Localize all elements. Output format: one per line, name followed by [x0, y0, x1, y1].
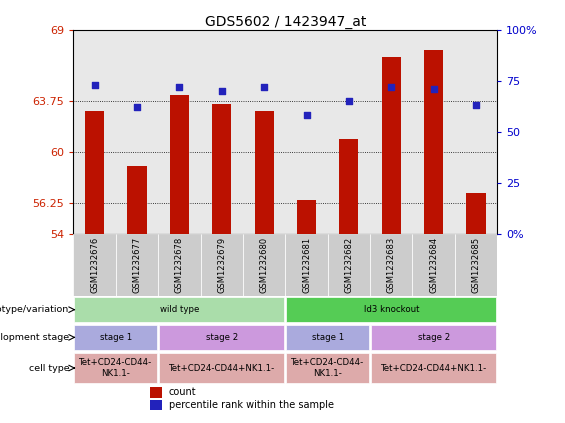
Text: genotype/variation: genotype/variation: [0, 305, 69, 314]
Bar: [212, 104, 231, 234]
Text: wild type: wild type: [160, 305, 199, 314]
Text: GSM1232676: GSM1232676: [90, 237, 99, 293]
Bar: [150, 400, 163, 410]
Bar: [159, 353, 285, 383]
Text: stage 1: stage 1: [311, 333, 344, 342]
Text: Tet+CD24-CD44+NK1.1-: Tet+CD24-CD44+NK1.1-: [380, 363, 487, 373]
Bar: [255, 111, 273, 234]
Text: development stage: development stage: [0, 333, 69, 342]
Bar: [370, 234, 412, 296]
Title: GDS5602 / 1423947_at: GDS5602 / 1423947_at: [205, 14, 366, 29]
Point: [471, 102, 480, 109]
Bar: [201, 234, 243, 296]
Bar: [85, 111, 104, 234]
Text: stage 2: stage 2: [418, 333, 450, 342]
Point: [90, 81, 99, 88]
Bar: [328, 234, 370, 296]
Point: [386, 83, 396, 90]
Bar: [150, 387, 163, 398]
Text: GSM1232682: GSM1232682: [345, 237, 353, 293]
Bar: [455, 234, 497, 296]
Bar: [116, 234, 158, 296]
Bar: [158, 234, 201, 296]
Point: [132, 104, 141, 110]
Bar: [467, 193, 485, 234]
Point: [344, 98, 354, 104]
Bar: [285, 234, 328, 296]
Bar: [382, 57, 401, 234]
Bar: [159, 324, 285, 350]
Bar: [170, 95, 189, 234]
Text: Tet+CD24-CD44-
NK1.1-: Tet+CD24-CD44- NK1.1-: [79, 358, 153, 378]
Text: GSM1232685: GSM1232685: [472, 237, 480, 293]
Text: GSM1232677: GSM1232677: [133, 237, 141, 293]
Bar: [371, 324, 496, 350]
Point: [302, 112, 311, 119]
Text: stage 1: stage 1: [99, 333, 132, 342]
Bar: [297, 200, 316, 234]
Bar: [286, 353, 370, 383]
Text: cell type: cell type: [29, 363, 69, 373]
Bar: [412, 234, 455, 296]
Bar: [128, 166, 146, 234]
Bar: [75, 324, 157, 350]
Text: percentile rank within the sample: percentile rank within the sample: [169, 400, 334, 410]
Text: GSM1232678: GSM1232678: [175, 237, 184, 293]
Bar: [340, 138, 358, 234]
Bar: [73, 234, 116, 296]
Bar: [243, 234, 285, 296]
Bar: [75, 297, 285, 322]
Point: [175, 83, 184, 90]
Text: Tet+CD24-CD44+NK1.1-: Tet+CD24-CD44+NK1.1-: [168, 363, 275, 373]
Text: GSM1232681: GSM1232681: [302, 237, 311, 293]
Bar: [286, 324, 370, 350]
Text: GSM1232684: GSM1232684: [429, 237, 438, 293]
Bar: [75, 353, 157, 383]
Text: count: count: [169, 387, 197, 398]
Point: [217, 88, 226, 94]
Point: [429, 85, 438, 92]
Text: GSM1232680: GSM1232680: [260, 237, 268, 293]
Text: ld3 knockout: ld3 knockout: [363, 305, 419, 314]
Text: stage 2: stage 2: [206, 333, 238, 342]
Point: [259, 83, 269, 90]
Bar: [286, 297, 496, 322]
Bar: [424, 50, 443, 234]
Text: Tet+CD24-CD44-
NK1.1-: Tet+CD24-CD44- NK1.1-: [291, 358, 364, 378]
Text: GSM1232679: GSM1232679: [218, 237, 226, 293]
Text: GSM1232683: GSM1232683: [387, 237, 396, 293]
Bar: [371, 353, 496, 383]
